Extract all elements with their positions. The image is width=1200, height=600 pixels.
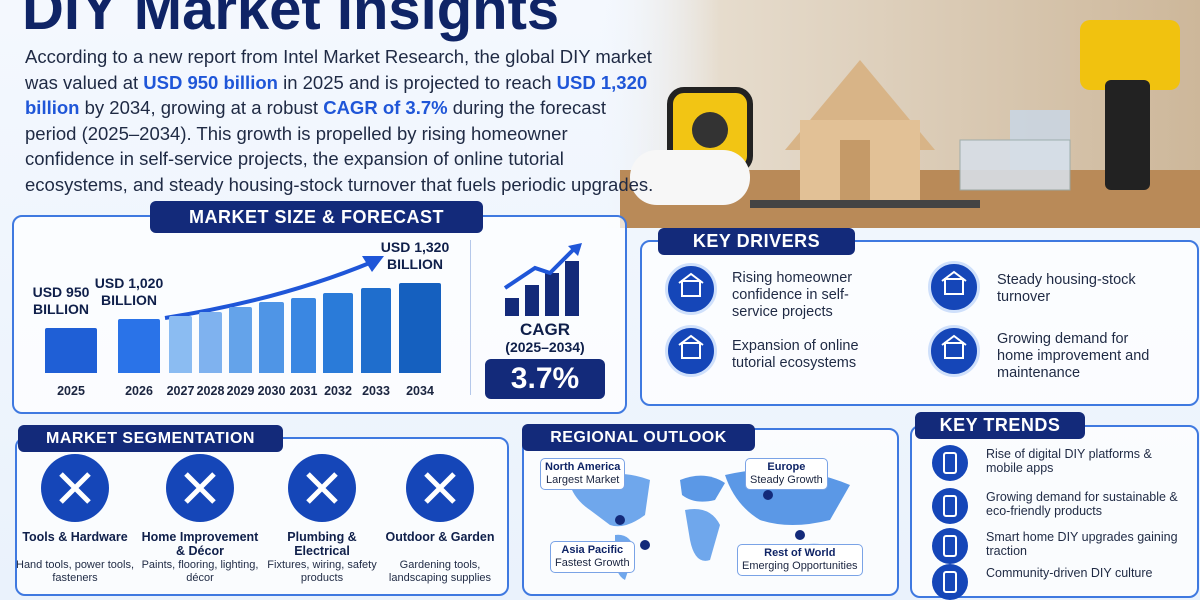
trend-icon [932,564,968,600]
x-tick-label: 2033 [362,384,390,398]
bar [361,287,391,373]
bar [323,292,353,373]
intro-highlight: CAGR of 3.7% [323,97,448,119]
x-tick-label: 2030 [257,384,286,398]
divider [470,240,471,395]
driver-icon [928,325,980,377]
intro-text: by 2034, growing at a robust [79,97,324,119]
trend-text: Smart home DIY upgrades gaining traction [986,530,1178,558]
x-tick-label: 2026 [125,384,153,398]
value-label: USD 950 BILLION [32,284,90,317]
segment-title: Tools & Hardware [22,530,128,544]
segmentation-heading: MARKET SEGMENTATION [18,425,283,452]
regional-heading: REGIONAL OUTLOOK [522,424,755,451]
trend-icon [932,528,968,564]
cagr-icon [503,243,582,316]
driver-text: Rising homeowner confidence in self-serv… [732,270,853,320]
x-tick-label: 2032 [324,384,352,398]
cagr-value: 3.7% [485,359,605,399]
segment-desc: Fixtures, wiring, safety products [267,559,377,584]
bar [291,297,316,373]
trend-icon [932,488,968,524]
driver-icon [665,263,717,315]
region-label: Europe Steady Growth [745,458,828,490]
glyph [943,452,957,474]
value-label: USD 1,020 BILLION [94,275,164,309]
region-label: North America Largest Market [540,458,626,490]
segment-icon [406,454,474,522]
driver-icon [928,261,980,313]
x-tick-label: 2031 [289,384,318,398]
bar [399,283,441,373]
trend-icon [932,445,968,481]
drivers-panel [640,240,1199,406]
segment-desc: Gardening tools, landscaping supplies [388,559,492,584]
segment-icon [166,454,234,522]
segment-title: Home Improvement & Décor [141,530,259,558]
driver-text: Steady housing-stock turnover [997,272,1136,305]
bar [169,315,192,373]
segment-icon [41,454,109,522]
glyph [306,472,338,504]
trend-text: Growing demand for sustainable & eco-fri… [986,490,1178,518]
intro-text: in 2025 and is projected to reach [277,71,557,93]
glyph [424,472,456,504]
intro-highlight: USD 950 billion [143,71,278,93]
trend-text: Community-driven DIY culture [986,566,1153,580]
trend-arrow [164,256,384,320]
region-note: Emerging Opportunities [742,560,858,572]
x-tick-label: 2025 [57,384,85,398]
market-heading: MARKET SIZE & FORECAST [150,201,483,233]
region-label: Rest of World Emerging Opportunities [737,544,863,576]
region-name: North America [545,461,621,473]
trends-heading: KEY TRENDS [915,412,1085,439]
drivers-heading: KEY DRIVERS [658,228,855,255]
segment-icon [288,454,356,522]
cagr-label: CAGR [519,320,571,339]
driver-icon [665,325,717,377]
cagr-period: (2025–2034) [505,339,585,355]
intro-text: According to a new report from Intel Mar… [25,46,652,93]
bar-chart: 2025 USD 950 BILLION 2026 USD 1,020 BILLION… [0,0,470,410]
glyph [184,472,216,504]
glyph [943,571,957,593]
glyph [59,472,91,504]
glyph [941,270,967,295]
x-tick-label: 2034 [406,384,434,398]
segment-title: Outdoor & Garden [385,530,495,544]
region-note: Largest Market [546,474,620,486]
x-tick-label: 2027 [166,384,195,398]
segment-title: Plumbing & Electrical [287,530,357,558]
driver-text: Expansion of online tutorial ecosystems [732,338,859,371]
bar [45,328,97,373]
glyph [678,334,704,359]
hero-photo [600,0,1200,228]
region-note: Fastest Growth [555,557,630,569]
glyph [941,334,967,359]
region-name: Rest of World [764,547,836,559]
title: DIY Market Insights [22,0,560,42]
bar [229,306,252,373]
value-label: USD 1,320 BILLION [380,239,450,272]
region-note: Steady Growth [750,474,823,486]
intro-text: during the forecast period (2025–2034). … [25,97,654,195]
glyph [943,495,957,517]
bar [199,311,222,373]
region-name: Asia Pacific [561,544,624,556]
driver-text: Growing demand for home improvement and … [997,331,1150,381]
glyph [678,272,704,297]
x-tick-label: 2028 [196,384,225,398]
glyph [943,535,957,557]
x-tick-label: 2029 [226,384,255,398]
region-name: Europe [767,461,806,473]
intro-highlight: USD 1,320 billion [25,71,648,119]
segment-desc: Hand tools, power tools, fasteners [16,559,135,584]
bar [259,301,284,373]
region-label: Asia Pacific Fastest Growth [550,541,635,573]
bar [118,319,160,373]
segment-desc: Paints, flooring, lighting, décor [141,559,259,584]
trend-text: Rise of digital DIY platforms & mobile a… [986,447,1152,475]
intro: According to a new report from Intel Mar… [25,44,655,198]
